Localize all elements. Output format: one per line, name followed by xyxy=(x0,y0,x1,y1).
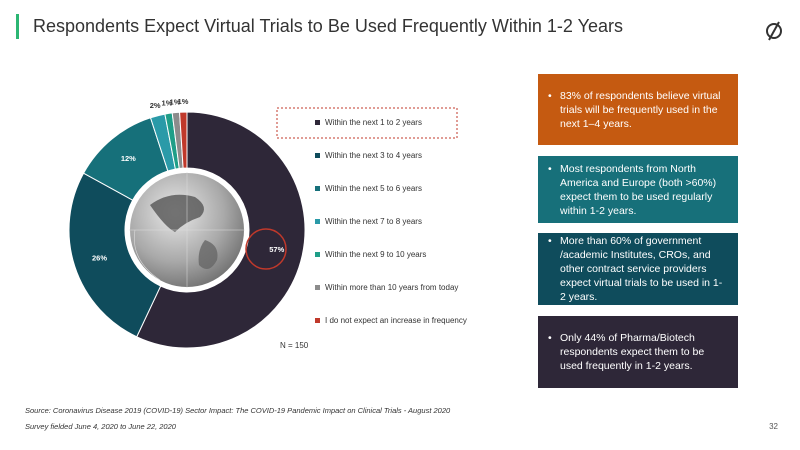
source: Survey fielded June 4, 2020 to June 22, … xyxy=(25,422,176,431)
legend-swatch xyxy=(315,318,320,323)
data-label: 26% xyxy=(92,253,107,262)
data-label: 2% xyxy=(150,101,161,110)
legend-swatch xyxy=(315,285,320,290)
data-label: 1% xyxy=(170,98,181,107)
legend-label: Within the next 7 to 8 years xyxy=(325,217,422,226)
page-number: 32 xyxy=(769,422,778,431)
legend-label: Within more than 10 years from today xyxy=(325,283,458,292)
bullet: 83% of respondents believe virtual trial… xyxy=(548,89,728,131)
legend-swatch xyxy=(315,153,320,158)
legend-swatch xyxy=(315,120,320,125)
legend-label: Within the next 5 to 6 years xyxy=(325,184,422,193)
bullet: Only 44% of Pharma/Biotech respondents e… xyxy=(548,331,728,373)
bullet-box: More than 60% of government /academic In… xyxy=(538,233,738,305)
data-label: 1% xyxy=(162,99,173,108)
globe xyxy=(128,171,246,289)
bullet: Most respondents from North America and … xyxy=(548,162,728,218)
annotation: N = 150 xyxy=(280,341,309,350)
legend-swatch xyxy=(315,252,320,257)
legend-label: Within the next 9 to 10 years xyxy=(325,250,426,259)
legend-label: I do not expect an increase in frequency xyxy=(325,316,467,325)
slice xyxy=(179,111,188,169)
legend-label: Within the next 3 to 4 years xyxy=(325,151,422,160)
slice xyxy=(136,111,306,349)
highlight-circle xyxy=(245,228,287,270)
data-label: 1% xyxy=(178,97,189,106)
data-label: 57% xyxy=(269,245,284,254)
legend-label: Within the next 1 to 2 years xyxy=(325,118,422,127)
source: Source: Coronavirus Disease 2019 (COVID-… xyxy=(25,406,451,415)
title-bar xyxy=(16,14,19,39)
highlight-box xyxy=(276,107,458,139)
slice xyxy=(68,172,162,338)
bullet-box: Most respondents from North America and … xyxy=(538,156,738,223)
title: Respondents Expect Virtual Trials to Be … xyxy=(33,16,623,36)
bullet-box: 83% of respondents believe virtual trial… xyxy=(538,74,738,145)
data-label: 12% xyxy=(121,154,136,163)
legend-swatch xyxy=(315,219,320,224)
logo xyxy=(766,21,782,41)
legend-swatch xyxy=(315,186,320,191)
bullet-box: Only 44% of Pharma/Biotech respondents e… xyxy=(538,316,738,388)
bullet: More than 60% of government /academic In… xyxy=(548,234,728,304)
